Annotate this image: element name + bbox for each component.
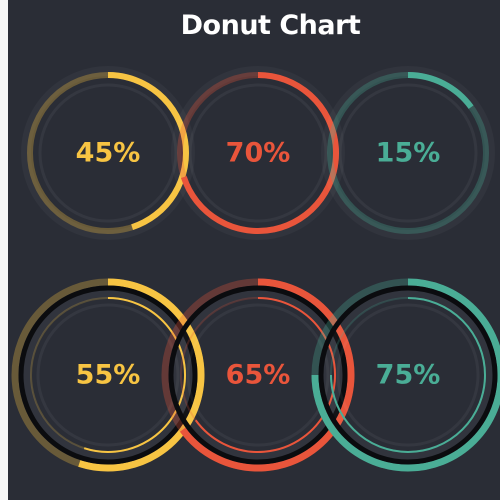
donut-arc [407, 72, 474, 109]
donut-arc [107, 72, 189, 231]
donut-inner-ring [188, 83, 328, 223]
donut-outer-arc [179, 278, 355, 472]
donut-outer-arc [311, 278, 500, 472]
donut-arc [180, 72, 339, 234]
donut-percent-label: 15% [376, 138, 441, 169]
donut-inner-ring [38, 83, 178, 223]
donut-core-ring [186, 303, 330, 447]
donut-inner-arc [83, 297, 186, 453]
donut-core-ring [336, 303, 480, 447]
donut-percent-label: 75% [376, 360, 441, 391]
donut-dark-ring [168, 285, 348, 465]
chart-title: Donut Chart [180, 10, 361, 41]
donut-inner-arc [330, 297, 486, 453]
donut-percent-label: 45% [76, 138, 141, 169]
donut-percent-label: 70% [226, 138, 291, 169]
donut-outer-arc [78, 278, 205, 472]
donut-percent-label: 55% [76, 360, 141, 391]
donut-core-ring [36, 303, 180, 447]
donut-dark-ring [18, 285, 198, 465]
donut-dark-ring [318, 285, 498, 465]
donut-inner-ring [338, 83, 478, 223]
chart-panel: Donut Chart [8, 0, 500, 500]
donut-percent-label: 65% [226, 360, 291, 391]
